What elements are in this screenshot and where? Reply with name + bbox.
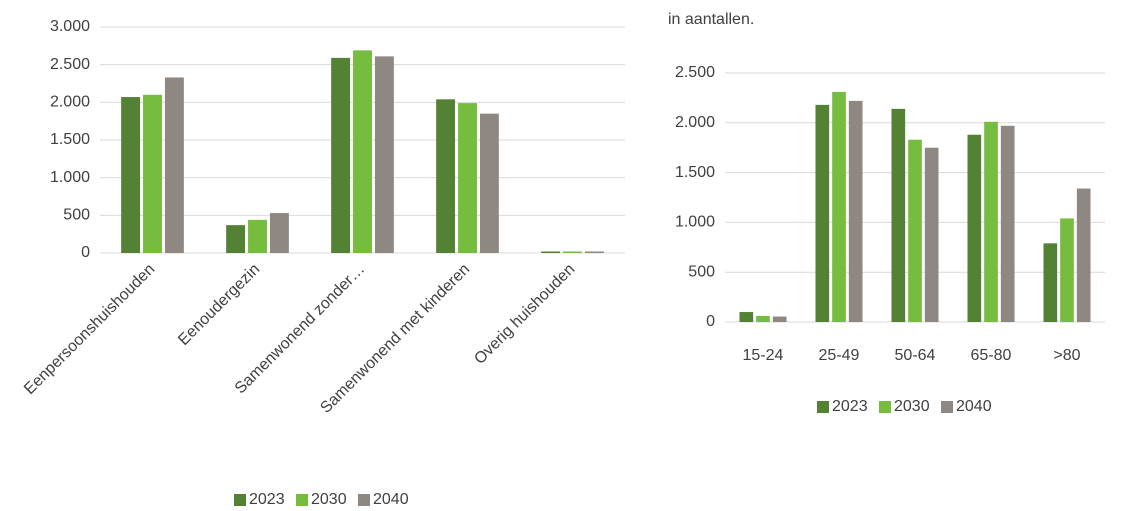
legend-label: 2023 <box>832 398 868 415</box>
y-tick-label: 1.000 <box>675 214 715 231</box>
legend-swatch <box>941 401 953 413</box>
bar <box>331 57 351 254</box>
bar <box>458 103 477 253</box>
x-tick-label: Eenoudergezin <box>175 261 263 349</box>
y-tick-label: 2.500 <box>675 64 715 81</box>
x-tick-label: 25-49 <box>819 347 860 364</box>
y-tick-label: 1.000 <box>50 169 90 186</box>
bar <box>121 97 141 253</box>
bar <box>353 50 372 253</box>
legend-swatch <box>234 494 246 506</box>
legend-swatch <box>296 494 308 506</box>
bar <box>1043 243 1058 322</box>
legend-label: 2030 <box>894 398 930 415</box>
bar <box>1000 125 1015 323</box>
legend-swatch <box>817 401 829 413</box>
legend-label: 2030 <box>311 491 347 508</box>
bar <box>772 316 787 322</box>
y-tick-label: 0 <box>81 244 90 261</box>
legend-label: 2023 <box>249 491 285 508</box>
legend-swatch <box>879 401 891 413</box>
y-tick-label: 3.000 <box>50 18 90 35</box>
y-tick-label: 1.500 <box>50 131 90 148</box>
y-tick-label: 500 <box>63 207 90 224</box>
chart-title: in aantallen. <box>668 11 754 28</box>
y-tick-label: 2.000 <box>50 94 90 111</box>
bar <box>436 99 456 253</box>
x-tick-label: >80 <box>1053 347 1080 364</box>
bar <box>815 104 830 322</box>
x-tick-label: 15-24 <box>743 347 784 364</box>
bar <box>832 91 846 322</box>
bar <box>967 134 982 322</box>
bar <box>541 251 561 253</box>
bar <box>143 94 162 253</box>
bar <box>891 108 906 322</box>
bar <box>248 219 267 253</box>
bar <box>269 213 289 253</box>
bar <box>479 113 499 253</box>
legend-label: 2040 <box>373 491 409 508</box>
bar <box>756 316 770 322</box>
bar <box>739 312 754 322</box>
y-tick-label: 500 <box>688 263 715 280</box>
bar <box>226 225 246 253</box>
bar <box>584 251 604 253</box>
x-tick-label: 50-64 <box>895 347 936 364</box>
y-tick-label: 2.500 <box>50 56 90 73</box>
bar <box>563 251 582 253</box>
y-tick-label: 1.500 <box>675 164 715 181</box>
bar <box>1060 218 1074 322</box>
legend-label: 2040 <box>956 398 992 415</box>
x-tick-label: Eenpersoonshuishouden <box>21 261 158 398</box>
bar <box>1076 188 1091 322</box>
bar <box>984 121 998 322</box>
bar <box>908 139 922 322</box>
x-tick-label: Overig huishouden <box>471 261 578 368</box>
bar <box>924 147 939 322</box>
y-tick-label: 0 <box>706 313 715 330</box>
y-tick-label: 2.000 <box>675 114 715 131</box>
x-tick-label: 65-80 <box>971 347 1012 364</box>
legend-swatch <box>358 494 370 506</box>
bar <box>848 100 863 322</box>
bar <box>164 77 184 254</box>
bar <box>374 56 394 253</box>
